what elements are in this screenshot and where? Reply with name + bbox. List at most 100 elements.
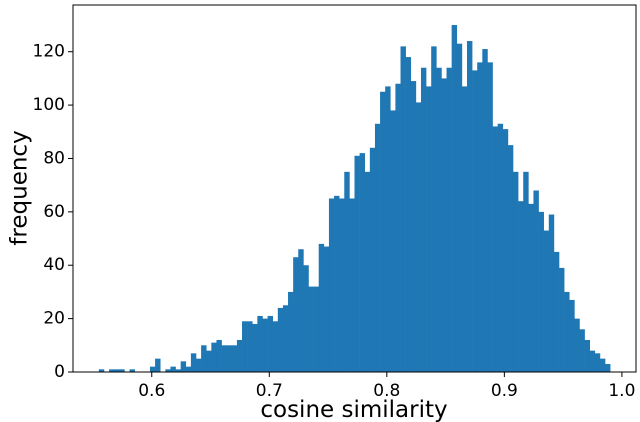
bar bbox=[175, 369, 181, 372]
bar bbox=[512, 171, 519, 372]
bar bbox=[502, 129, 509, 372]
bar bbox=[180, 361, 187, 372]
bar bbox=[436, 67, 442, 372]
bar bbox=[190, 353, 197, 372]
bar bbox=[323, 246, 330, 372]
bar bbox=[569, 299, 575, 372]
bar bbox=[226, 345, 233, 372]
bar bbox=[431, 46, 437, 372]
y-tick-label: 40 bbox=[43, 255, 65, 275]
bar bbox=[487, 62, 493, 372]
bar bbox=[579, 329, 585, 372]
bar bbox=[446, 67, 452, 372]
bar bbox=[564, 291, 570, 372]
bar bbox=[405, 57, 412, 372]
bar bbox=[313, 286, 320, 372]
bar bbox=[155, 358, 161, 372]
y-tick-label: 100 bbox=[33, 95, 65, 115]
bar bbox=[574, 318, 580, 372]
bar bbox=[559, 267, 565, 372]
bar bbox=[354, 155, 360, 372]
plot-frame bbox=[72, 4, 637, 373]
bar bbox=[548, 214, 555, 372]
bar bbox=[282, 305, 289, 372]
bar bbox=[543, 230, 550, 372]
bar bbox=[369, 147, 376, 372]
bar bbox=[196, 358, 202, 372]
bar bbox=[410, 81, 417, 372]
bar bbox=[170, 366, 176, 372]
y-tick-label: 20 bbox=[43, 309, 65, 329]
bar bbox=[129, 369, 135, 372]
bar bbox=[523, 171, 529, 372]
bar bbox=[553, 251, 560, 372]
bar bbox=[451, 25, 458, 372]
bar bbox=[364, 171, 371, 372]
bar bbox=[262, 318, 268, 372]
bar bbox=[415, 102, 422, 373]
bar bbox=[605, 363, 611, 372]
x-tick-label: 0.6 bbox=[138, 381, 165, 401]
bar bbox=[293, 257, 299, 372]
bar bbox=[385, 86, 391, 372]
bar bbox=[472, 70, 478, 372]
bar bbox=[288, 291, 294, 372]
bar bbox=[456, 43, 463, 373]
bar bbox=[221, 345, 227, 372]
bar bbox=[185, 366, 192, 372]
bar bbox=[374, 123, 381, 373]
bar bbox=[247, 321, 253, 372]
bar bbox=[420, 67, 427, 372]
bar bbox=[461, 86, 468, 372]
bar bbox=[599, 358, 606, 372]
bar bbox=[298, 249, 304, 372]
bar bbox=[380, 91, 386, 372]
y-tick-label: 120 bbox=[33, 42, 65, 62]
bar bbox=[482, 49, 488, 372]
bar bbox=[528, 203, 534, 372]
bar bbox=[267, 315, 273, 372]
bar bbox=[318, 243, 325, 372]
bar bbox=[594, 353, 601, 372]
bar bbox=[533, 190, 539, 372]
bar bbox=[584, 339, 590, 372]
bar bbox=[400, 46, 406, 372]
bar bbox=[119, 369, 125, 372]
bar bbox=[206, 350, 212, 372]
bar bbox=[390, 110, 396, 373]
bar bbox=[359, 153, 366, 372]
bar bbox=[477, 62, 483, 372]
y-tick-label: 60 bbox=[43, 202, 65, 222]
bar bbox=[303, 265, 309, 372]
bar bbox=[149, 366, 156, 372]
bar bbox=[216, 339, 222, 372]
x-tick-label: 1.0 bbox=[608, 381, 635, 401]
bar bbox=[395, 83, 401, 372]
bar bbox=[165, 369, 171, 372]
bar bbox=[308, 286, 314, 372]
x-tick-label: 0.8 bbox=[373, 381, 400, 401]
bar bbox=[466, 41, 473, 373]
bar bbox=[114, 369, 120, 372]
bar bbox=[242, 321, 248, 372]
bar bbox=[334, 195, 340, 372]
bar bbox=[201, 345, 207, 372]
x-axis-label: cosine similarity bbox=[260, 397, 447, 422]
bar bbox=[252, 323, 258, 372]
y-tick-label: 0 bbox=[54, 362, 65, 382]
y-tick-label: 80 bbox=[43, 148, 65, 168]
bar bbox=[109, 369, 115, 372]
bar bbox=[441, 78, 447, 373]
bar bbox=[497, 123, 504, 373]
bar bbox=[426, 86, 432, 372]
bar bbox=[257, 315, 263, 372]
bar bbox=[339, 198, 345, 372]
bar bbox=[344, 171, 350, 372]
bar bbox=[538, 211, 544, 372]
bar bbox=[518, 201, 524, 372]
bar bbox=[349, 198, 355, 372]
y-axis-label: frequency bbox=[7, 130, 33, 245]
x-tick-label: 0.7 bbox=[256, 381, 283, 401]
bar bbox=[211, 342, 217, 372]
